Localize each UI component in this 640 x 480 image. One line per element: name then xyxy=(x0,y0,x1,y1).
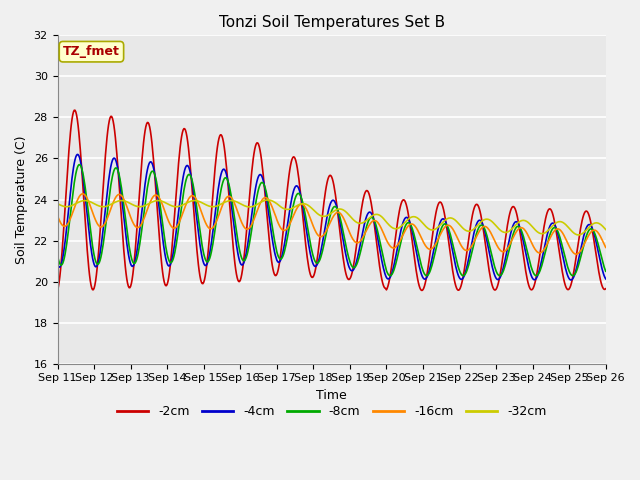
Line: -16cm: -16cm xyxy=(58,194,605,254)
-32cm xyxy=(575,232,582,238)
-32cm xyxy=(198,200,205,205)
-16cm xyxy=(54,213,61,219)
-2cm xyxy=(175,160,182,166)
-4cm xyxy=(198,255,206,261)
Y-axis label: Soil Temperature (C): Soil Temperature (C) xyxy=(15,135,28,264)
-4cm xyxy=(324,210,332,216)
-32cm xyxy=(324,213,332,218)
-16cm xyxy=(552,227,560,232)
-32cm xyxy=(174,204,182,209)
-8cm xyxy=(569,273,577,278)
-4cm xyxy=(567,277,575,283)
-16cm xyxy=(377,225,385,231)
-2cm xyxy=(198,281,206,287)
-2cm xyxy=(377,273,385,278)
-16cm xyxy=(431,242,439,248)
-8cm xyxy=(377,244,385,250)
-2cm xyxy=(70,108,78,113)
-32cm xyxy=(431,227,439,232)
-2cm xyxy=(602,286,609,292)
-8cm xyxy=(602,268,609,274)
-8cm xyxy=(552,226,560,231)
-2cm xyxy=(419,288,426,293)
Line: -2cm: -2cm xyxy=(58,110,605,290)
Text: TZ_fmet: TZ_fmet xyxy=(63,45,120,58)
-2cm xyxy=(324,177,332,182)
-8cm xyxy=(431,250,439,255)
Legend: -2cm, -4cm, -8cm, -16cm, -32cm: -2cm, -4cm, -8cm, -16cm, -32cm xyxy=(112,400,552,423)
-4cm xyxy=(74,152,81,157)
-8cm xyxy=(198,243,206,249)
-2cm xyxy=(54,288,61,293)
-16cm xyxy=(324,225,332,230)
-4cm xyxy=(175,208,182,214)
-4cm xyxy=(431,240,439,245)
X-axis label: Time: Time xyxy=(316,389,347,402)
-8cm xyxy=(54,252,61,258)
-4cm xyxy=(377,254,385,260)
Title: Tonzi Soil Temperatures Set B: Tonzi Soil Temperatures Set B xyxy=(218,15,445,30)
-4cm xyxy=(602,276,609,282)
-16cm xyxy=(175,221,182,227)
-8cm xyxy=(324,223,332,228)
-2cm xyxy=(432,210,440,216)
-16cm xyxy=(79,191,86,197)
-32cm xyxy=(602,227,609,232)
-8cm xyxy=(175,226,182,231)
-16cm xyxy=(572,251,580,257)
-32cm xyxy=(54,201,61,206)
-4cm xyxy=(552,225,560,231)
-8cm xyxy=(76,162,83,168)
Line: -32cm: -32cm xyxy=(58,200,605,235)
-32cm xyxy=(552,220,560,226)
-16cm xyxy=(198,211,206,217)
-16cm xyxy=(602,244,609,250)
-32cm xyxy=(264,197,271,203)
-32cm xyxy=(377,214,385,219)
-2cm xyxy=(553,233,561,239)
Line: -4cm: -4cm xyxy=(58,155,605,280)
-4cm xyxy=(54,262,61,267)
Line: -8cm: -8cm xyxy=(58,165,605,276)
